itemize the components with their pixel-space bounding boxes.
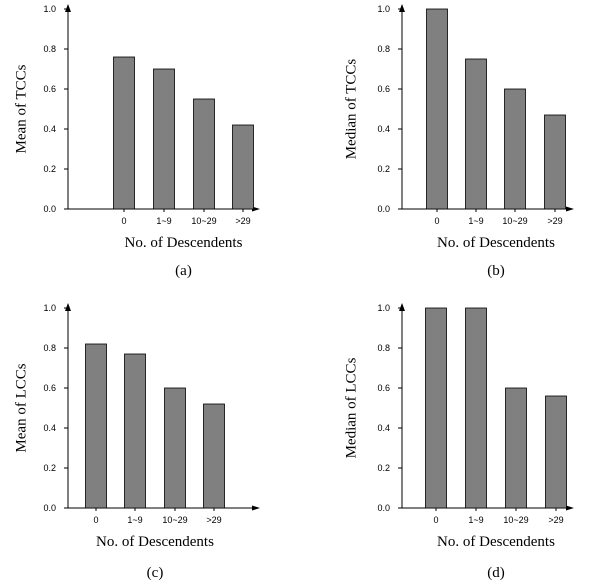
x-axis-arrow [566,206,574,212]
x-axis-arrow [252,505,260,511]
x-tick-label: 10~29 [191,216,216,226]
y-tick-label: 0.2 [377,164,390,174]
y-tick-label: 0.4 [43,124,56,134]
y-tick-label: 1.0 [377,303,390,313]
x-tick-label: 0 [434,216,439,226]
y-tick-label: 0.6 [377,84,390,94]
x-tick-label: 0 [121,216,126,226]
x-axis-title: No. of Descendents [437,534,555,550]
bar-1 [465,307,487,509]
x-axis-title: No. of Descendents [125,235,243,251]
bar-3 [544,114,566,210]
y-axis-arrow [399,303,405,311]
bar-1 [124,353,146,509]
x-tick-label: >29 [206,515,221,525]
x-axis-title: No. of Descendents [437,235,555,251]
bar-3 [232,124,254,210]
x-tick-label: 1~9 [127,515,142,525]
y-tick-label: 0.8 [377,44,390,54]
x-tick-label: >29 [547,216,562,226]
bar-0 [426,8,448,210]
bar-0 [85,343,107,509]
bar-2 [504,88,526,210]
x-tick-label: >29 [548,515,563,525]
x-tick-label: >29 [235,216,250,226]
bar-3 [545,395,567,509]
bar-0 [425,307,447,509]
bar-1 [465,58,487,210]
x-tick-label: 0 [93,515,98,525]
x-tick-label: 10~29 [162,515,187,525]
x-tick-label: 0 [433,515,438,525]
bar-3 [203,403,225,509]
bar-1 [153,68,175,210]
bar-2 [164,387,186,509]
panel-label: (d) [487,565,505,581]
y-tick-label: 0.8 [43,343,56,353]
y-tick-label: 0.6 [43,84,56,94]
bar-0 [113,56,135,210]
y-tick-label: 1.0 [43,4,56,14]
x-tick-label: 10~29 [503,515,528,525]
y-tick-label: 0.0 [377,204,390,214]
x-axis-title: No. of Descendents [96,534,214,550]
y-tick-label: 0.8 [377,343,390,353]
chart-panel-d: 0.0 0.2 0.4 0.6 0.8 1.0 0 1~9 10~29 >29 No. of Des… [343,303,574,581]
x-axis-arrow [566,505,574,511]
y-tick-label: 0.4 [377,423,390,433]
y-tick-label: 0.6 [377,383,390,393]
chart-panel-a: 0.0 0.2 0.4 0.6 0.8 1.0 0 1~9 10~29 >29 No. of Des… [13,4,260,279]
y-tick-label: 1.0 [43,303,56,313]
y-tick-label: 0.2 [43,463,56,473]
x-tick-label: 1~9 [468,216,483,226]
y-axis-title: Median of LCCs [343,357,359,458]
y-tick-label: 0.0 [43,204,56,214]
y-axis-title: Median of TCCs [343,59,359,160]
y-tick-label: 0.4 [43,423,56,433]
y-tick-label: 0.2 [43,164,56,174]
y-tick-label: 0.4 [377,124,390,134]
y-axis-arrow [65,4,71,12]
y-tick-label: 0.0 [43,503,56,513]
y-axis-title: Mean of TCCs [13,64,29,153]
x-tick-label: 1~9 [156,216,171,226]
y-tick-label: 0.2 [377,463,390,473]
x-axis-arrow [252,206,260,212]
y-axis-title: Mean of LCCs [13,363,29,452]
y-tick-label: 1.0 [377,4,390,14]
y-axis-arrow [399,4,405,12]
y-tick-label: 0.8 [43,44,56,54]
bar-2 [193,98,215,210]
bar-2 [505,387,527,509]
chart-panel-b: 0.0 0.2 0.4 0.6 0.8 1.0 0 1~9 10~29 >29 No. of Des… [343,4,574,279]
x-tick-label: 10~29 [502,216,527,226]
x-tick-label: 1~9 [468,515,483,525]
chart-panel-c: 0.0 0.2 0.4 0.6 0.8 1.0 0 1~9 10~29 >29 No. of Des… [13,303,260,581]
panel-label: (c) [147,565,164,581]
y-tick-label: 0.0 [377,503,390,513]
panel-label: (a) [175,263,192,279]
y-tick-label: 0.6 [43,383,56,393]
panel-label: (b) [487,263,505,279]
y-axis-arrow [65,303,71,311]
